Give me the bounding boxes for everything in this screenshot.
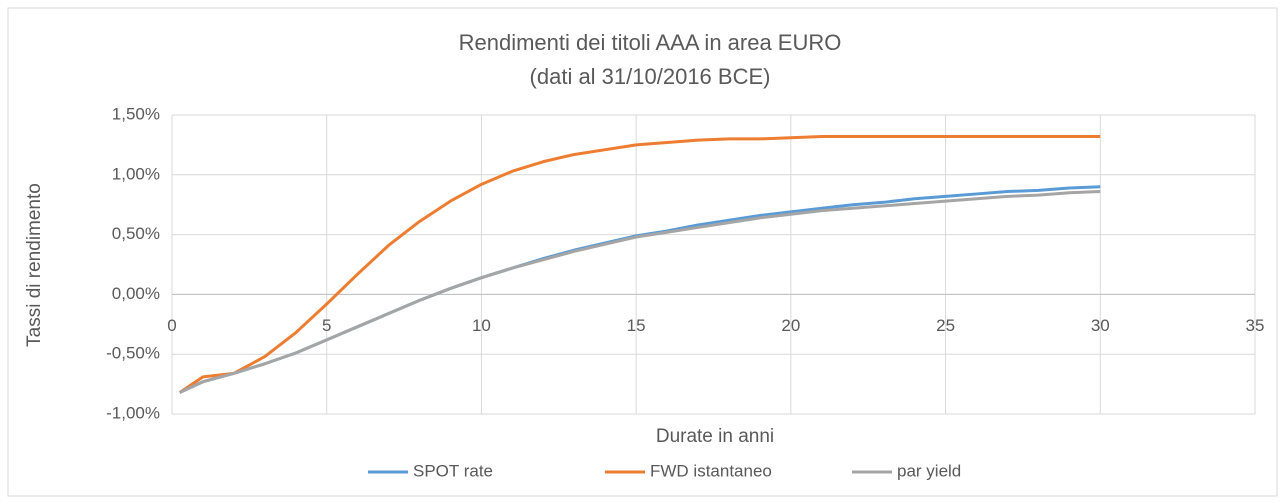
chart-subtitle: (dati al 31/10/2016 BCE) (530, 64, 771, 89)
legend-label: par yield (897, 461, 961, 480)
series-line (179, 190, 1101, 394)
legend-label: FWD istantaneo (650, 461, 772, 480)
x-tick-label: 30 (1091, 316, 1110, 335)
y-tick-label: 0,50% (112, 224, 160, 243)
x-tick-label: 10 (472, 316, 491, 335)
y-tick-label: 1,00% (112, 164, 160, 183)
x-tick-label: 15 (627, 316, 646, 335)
x-tick-label: 20 (781, 316, 800, 335)
y-tick-label: 0,00% (112, 284, 160, 303)
series-line (178, 135, 1101, 394)
x-tick-label: 5 (322, 316, 331, 335)
x-tick-label: 0 (167, 316, 176, 335)
y-axis-label: Tassi di rendimento (24, 183, 45, 347)
chart-border (7, 7, 1278, 497)
x-tick-label: 35 (1246, 316, 1265, 335)
y-tick-label: -1,00% (106, 403, 160, 422)
y-tick-label: -0,50% (106, 344, 160, 363)
legend-label: SPOT rate (413, 461, 493, 480)
y-tick-label: 1,50% (112, 104, 160, 123)
x-axis-label: Durate in anni (656, 426, 774, 447)
x-tick-label: 25 (936, 316, 955, 335)
chart-title: Rendimenti dei titoli AAA in area EURO (459, 30, 842, 55)
